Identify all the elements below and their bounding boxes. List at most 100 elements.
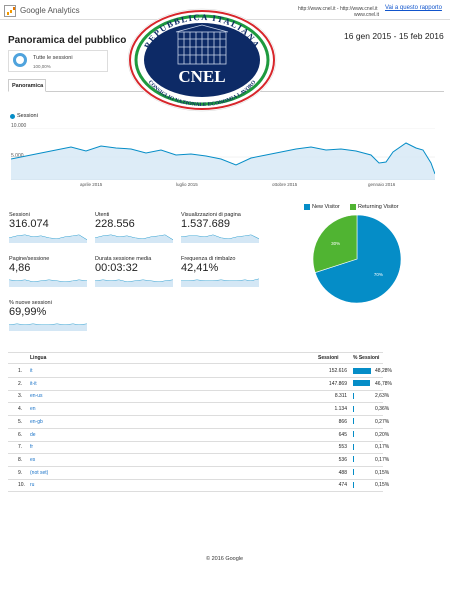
metric-label: Frequenza di rimbalzo <box>181 256 236 262</box>
row-divider <box>8 415 383 417</box>
row-language-link[interactable]: ru <box>30 482 35 489</box>
report-link[interactable]: Vai a questo rapporto <box>385 5 442 11</box>
metric-sparkline <box>94 234 174 243</box>
row-index: 9. <box>18 469 23 476</box>
metric-label: % nuove sessioni <box>9 300 52 306</box>
row-share-bar <box>353 431 354 437</box>
row-language-link[interactable]: it <box>30 368 33 374</box>
row-sessions: 147.869 <box>328 380 347 387</box>
row-index: 7. <box>18 444 23 451</box>
page-title: Panoramica del pubblico <box>8 35 127 46</box>
row-pct: 48,28% <box>375 368 392 374</box>
col-header-language[interactable]: Lingua <box>30 355 47 361</box>
tab-panoramica[interactable]: Panoramica <box>8 79 46 92</box>
row-divider <box>8 478 383 480</box>
metric-sparkline <box>8 323 88 331</box>
header-urls: http://www.cnel.it - http://www.cnel.it <box>298 6 378 12</box>
row-sessions: 1.134 <box>334 406 347 413</box>
metric-sparkline <box>8 279 88 287</box>
row-index: 6. <box>18 431 23 438</box>
metric-value: 42,41% <box>181 262 219 274</box>
pie-slice-returning-visitor <box>312 214 358 273</box>
metric-label: Durata sessione media <box>95 256 152 262</box>
row-pct: 0,15% <box>375 469 390 476</box>
row-language-link[interactable]: de <box>30 431 36 438</box>
row-divider <box>8 402 383 404</box>
legend-label-returning: Returning Visitor <box>358 204 399 210</box>
row-language-link[interactable]: fr <box>30 444 34 451</box>
segment-box[interactable] <box>8 50 108 72</box>
segment-percent: 100,00% <box>33 64 51 69</box>
sessions-line <box>11 142 435 175</box>
header-url-second: www.cnel.it <box>354 12 380 18</box>
pie-label-new-visitor: 70% <box>374 272 383 277</box>
row-sessions: 553 <box>338 444 347 451</box>
metric-nuove-sessioni[interactable]: % nuove sessioni 69,99% <box>8 300 88 336</box>
row-share-bar <box>353 418 354 425</box>
footer-copyright: © 2016 Google <box>206 556 244 562</box>
row-share-bar <box>353 392 354 399</box>
row-pct: 46,78% <box>375 380 392 387</box>
col-header-pct[interactable]: % Sessioni <box>353 355 380 361</box>
sessions-legend-label: Sessioni <box>17 113 38 119</box>
x-label-oct: ottobre 2015 <box>272 182 298 187</box>
row-language-link[interactable]: en-gb <box>30 418 43 425</box>
row-divider <box>8 491 383 493</box>
row-index: 4. <box>18 406 23 413</box>
metric-value: 00:03:32 <box>95 262 138 274</box>
row-index: 5. <box>18 418 23 425</box>
date-range[interactable]: 16 gen 2015 - 15 feb 2016 <box>344 31 444 41</box>
table-header-line <box>8 363 383 364</box>
metric-sessioni[interactable]: Sessioni 316.074 <box>8 212 88 248</box>
col-header-sessions[interactable]: Sessioni <box>318 355 339 361</box>
row-sessions: 474 <box>338 482 347 489</box>
legend-swatch-returning <box>350 204 356 210</box>
metric-visualizzazioni[interactable]: Visualizzazioni di pagina 1.537.689 <box>180 212 260 248</box>
metric-sparkline <box>8 234 88 243</box>
metric-label: Utenti <box>95 212 110 218</box>
metric-label: Visualizzazioni di pagina <box>181 212 241 218</box>
y-axis-mid-label: 5.000 <box>11 153 24 159</box>
legend-label-new: New Visitor <box>312 204 340 210</box>
visitor-pie-chart: 70% 30% <box>312 214 402 304</box>
logo-center-text: CNEL <box>178 67 225 86</box>
metric-value: 1.537.689 <box>181 218 230 230</box>
table-top-line <box>8 352 383 353</box>
row-language-link[interactable]: (not set) <box>30 469 49 476</box>
row-divider <box>8 389 383 391</box>
row-language-link[interactable]: it-it <box>30 380 37 387</box>
metric-value: 228.556 <box>95 218 135 230</box>
metric-utenti[interactable]: Utenti 228.556 <box>94 212 174 248</box>
metric-pagine-sessione[interactable]: Pagine/sessione 4,86 <box>8 256 88 292</box>
segment-donut-icon <box>13 53 27 67</box>
row-pct: 2,63% <box>375 393 390 400</box>
row-sessions: 152.616 <box>328 368 347 374</box>
row-sessions: 488 <box>338 469 347 476</box>
metric-durata-sessione[interactable]: Durata sessione media 00:03:32 <box>94 256 174 292</box>
row-share-bar <box>353 469 354 476</box>
sessions-line-chart <box>11 128 435 180</box>
row-index: 8. <box>18 456 23 463</box>
row-share-bar <box>353 367 371 374</box>
row-index: 10. <box>18 482 25 489</box>
app-title: Google Analytics <box>20 6 80 15</box>
metric-value: 69,99% <box>9 306 47 318</box>
sessions-area <box>11 143 435 180</box>
row-language-link[interactable]: es <box>30 456 36 463</box>
row-language-link[interactable]: en-us <box>30 393 43 400</box>
logo-building-icon <box>175 24 229 65</box>
row-divider <box>8 427 383 429</box>
row-sessions: 645 <box>338 431 347 438</box>
metric-label: Pagine/sessione <box>9 256 50 262</box>
row-index: 1. <box>18 368 23 374</box>
row-share-bar <box>353 456 354 463</box>
pie-label-returning-visitor: 30% <box>331 241 340 246</box>
row-language-link[interactable]: en <box>30 406 36 413</box>
row-sessions: 866 <box>338 418 347 425</box>
row-pct: 0,27% <box>375 418 390 425</box>
row-divider <box>8 377 383 378</box>
google-analytics-logo-icon <box>4 5 16 17</box>
metric-frequenza-rimbalzo[interactable]: Frequenza di rimbalzo 42,41% <box>181 256 260 292</box>
cnel-logo: REPUBBLICA ITALIANA CONSIGLIO NAZIONALE … <box>127 8 277 112</box>
row-index: 2. <box>18 380 23 387</box>
